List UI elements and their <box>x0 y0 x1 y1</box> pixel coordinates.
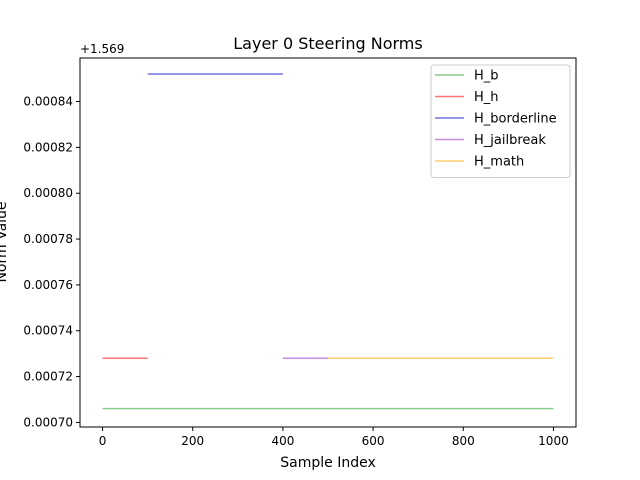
legend-label-h-jailbreak: H_jailbreak <box>474 133 546 148</box>
y-tick-label: 0.00078 <box>23 232 73 246</box>
y-axis-label: Norm Value <box>0 201 10 282</box>
plot-frame <box>79 57 577 428</box>
y-tick-label: 0.00084 <box>23 95 73 109</box>
x-tick-label: 800 <box>452 434 475 448</box>
y-tick-label: 0.00070 <box>23 415 73 429</box>
legend-label-h-borderline: H_borderline <box>474 112 557 127</box>
legend-label-h-math: H_math <box>474 155 524 170</box>
series-layer <box>102 73 554 410</box>
legend-box <box>430 64 571 178</box>
legend: H_b H_h H_borderline H_jailbreak H_math <box>430 64 571 178</box>
chart-title: Layer 0 Steering Norms <box>233 34 422 53</box>
y-axis-offset-label: +1.569 <box>80 42 124 56</box>
x-tick-label: 400 <box>271 434 294 448</box>
y-tick-label: 0.00076 <box>23 278 73 292</box>
x-tick-label: 0 <box>99 434 107 448</box>
x-axis-ticks: 0 200 400 600 800 1000 <box>99 427 569 448</box>
legend-label-h-h: H_h <box>474 90 499 105</box>
y-tick-label: 0.00072 <box>23 370 73 384</box>
x-axis-label: Sample Index <box>280 455 375 471</box>
y-tick-label: 0.00082 <box>23 140 73 154</box>
y-tick-label: 0.00080 <box>23 186 73 200</box>
x-tick-label: 200 <box>181 434 204 448</box>
x-tick-label: 1000 <box>538 434 569 448</box>
x-tick-label: 600 <box>362 434 385 448</box>
y-axis-ticks: 0.00070 0.00072 0.00074 0.00076 0.00078 0.000… <box>23 95 80 429</box>
y-tick-label: 0.00074 <box>23 324 73 338</box>
legend-label-h-b: H_b <box>474 69 499 84</box>
